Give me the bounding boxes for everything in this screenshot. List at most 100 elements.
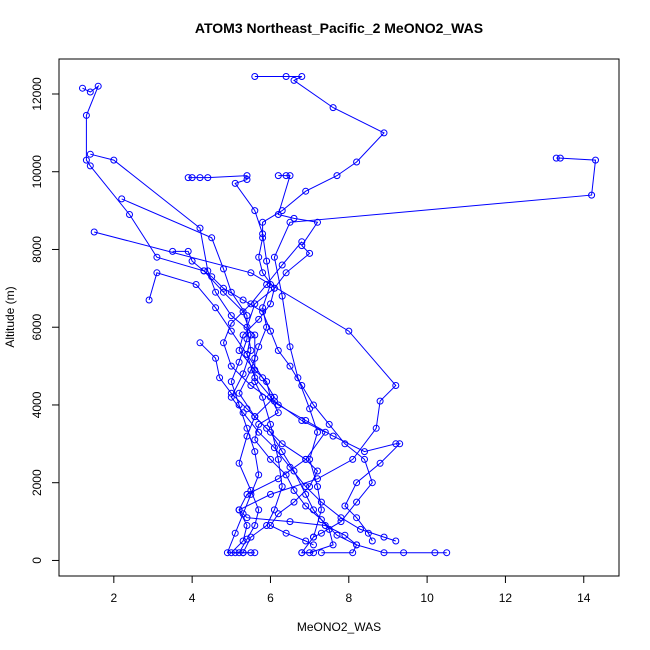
x-axis: 2 4 6 8 10 12 14 bbox=[110, 575, 591, 605]
data-point bbox=[353, 498, 361, 506]
data-point bbox=[274, 211, 282, 218]
data-point bbox=[220, 288, 227, 296]
data-point bbox=[588, 191, 596, 199]
data-point bbox=[251, 207, 259, 215]
data-point bbox=[278, 292, 286, 300]
data-point bbox=[333, 172, 341, 180]
data-point bbox=[361, 448, 368, 456]
data-point bbox=[341, 502, 349, 510]
data-point bbox=[247, 533, 255, 541]
data-point bbox=[86, 88, 94, 96]
data-point bbox=[278, 261, 286, 269]
data-point bbox=[243, 405, 251, 413]
x-tick-label: 10 bbox=[420, 591, 434, 605]
data-point bbox=[310, 541, 317, 549]
y-tick-label: 2000 bbox=[30, 469, 44, 496]
data-point bbox=[94, 82, 102, 90]
x-tick-label: 4 bbox=[189, 591, 196, 605]
data-point bbox=[306, 405, 314, 413]
series-2 bbox=[79, 82, 278, 557]
data-point bbox=[314, 475, 321, 483]
data-point bbox=[361, 455, 368, 463]
data-point bbox=[212, 304, 220, 312]
data-point bbox=[188, 257, 196, 265]
data-point bbox=[333, 531, 341, 539]
data-point bbox=[220, 265, 227, 273]
data-point bbox=[243, 312, 251, 320]
data-point bbox=[270, 397, 278, 405]
data-point bbox=[274, 172, 282, 180]
data-point bbox=[278, 440, 286, 448]
x-tick-label: 2 bbox=[110, 591, 117, 605]
data-point bbox=[592, 156, 599, 164]
data-point bbox=[290, 467, 298, 475]
data-point bbox=[235, 347, 243, 354]
data-point bbox=[298, 73, 306, 80]
data-point bbox=[216, 374, 224, 382]
data-point bbox=[247, 382, 255, 389]
data-point bbox=[243, 323, 251, 331]
data-point bbox=[380, 533, 388, 541]
data-point bbox=[255, 506, 263, 514]
data-point bbox=[267, 327, 274, 335]
series-5 bbox=[90, 228, 400, 557]
data-point bbox=[337, 518, 345, 526]
data-point bbox=[239, 549, 247, 557]
data-point bbox=[243, 522, 251, 529]
data-point bbox=[251, 331, 259, 339]
data-point bbox=[380, 549, 388, 557]
data-point bbox=[392, 537, 400, 545]
data-point bbox=[212, 354, 220, 362]
data-point bbox=[380, 129, 388, 137]
data-point bbox=[255, 420, 263, 428]
data-point bbox=[220, 284, 227, 292]
data-point bbox=[282, 269, 290, 277]
data-point bbox=[368, 537, 376, 545]
data-point bbox=[267, 490, 274, 498]
data-point bbox=[325, 420, 333, 428]
data-point bbox=[392, 440, 400, 448]
data-point bbox=[306, 455, 314, 463]
data-point bbox=[251, 374, 259, 382]
x-axis-label: MeONO2_WAS bbox=[297, 620, 381, 634]
data-point bbox=[364, 529, 372, 537]
data-point bbox=[235, 358, 243, 366]
series-4 bbox=[270, 154, 599, 557]
data-point bbox=[251, 522, 259, 529]
data-point bbox=[255, 253, 263, 261]
data-point bbox=[82, 156, 90, 164]
data-point bbox=[282, 73, 290, 80]
data-point bbox=[259, 218, 267, 226]
data-point bbox=[118, 195, 126, 203]
data-point bbox=[259, 304, 267, 312]
data-point bbox=[302, 455, 310, 463]
data-point bbox=[270, 253, 278, 261]
data-point bbox=[329, 541, 337, 549]
series-8 bbox=[184, 172, 337, 557]
data-point bbox=[263, 281, 271, 288]
series-10 bbox=[169, 247, 376, 541]
data-point bbox=[227, 288, 235, 296]
data-point bbox=[267, 522, 274, 529]
data-point bbox=[247, 549, 255, 557]
data-point bbox=[239, 537, 247, 545]
data-point bbox=[302, 502, 310, 510]
data-point bbox=[192, 281, 200, 288]
data-point bbox=[247, 269, 255, 277]
data-point bbox=[267, 420, 274, 428]
data-point bbox=[267, 300, 274, 308]
data-point bbox=[353, 514, 361, 522]
data-point bbox=[255, 315, 263, 323]
data-point bbox=[243, 424, 251, 432]
data-point bbox=[255, 428, 263, 436]
data-point bbox=[231, 179, 239, 187]
data-point bbox=[372, 424, 380, 432]
data-point bbox=[79, 84, 86, 92]
data-point bbox=[235, 389, 243, 397]
data-point bbox=[169, 247, 177, 255]
data-point bbox=[145, 296, 153, 304]
data-point bbox=[208, 273, 216, 281]
data-point bbox=[90, 228, 98, 236]
data-point bbox=[314, 218, 321, 226]
data-point bbox=[227, 389, 235, 397]
